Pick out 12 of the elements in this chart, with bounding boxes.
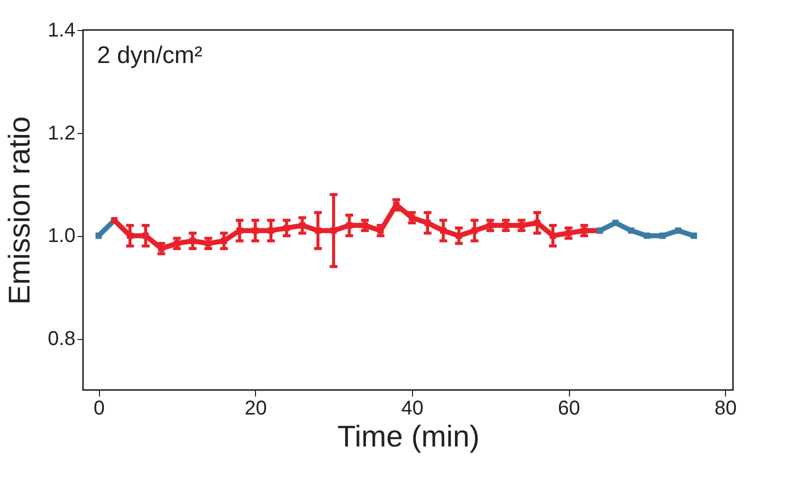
y-axis-title: Emission ratio xyxy=(4,116,37,305)
y-tick-label: 1.4 xyxy=(48,20,76,42)
annotation: 2 dyn/cm² xyxy=(97,42,202,69)
y-tick-label: 1.2 xyxy=(48,122,76,144)
x-tick-label: 40 xyxy=(401,398,424,420)
x-tick-label: 0 xyxy=(94,398,105,420)
x-tick-label: 80 xyxy=(714,398,737,420)
x-tick-label: 60 xyxy=(558,398,580,420)
x-tick-label: 20 xyxy=(244,398,267,420)
x-axis-title: Time (min) xyxy=(337,420,480,454)
y-tick-label: 1.0 xyxy=(48,225,76,248)
y-tick-label: 0.8 xyxy=(48,328,76,350)
